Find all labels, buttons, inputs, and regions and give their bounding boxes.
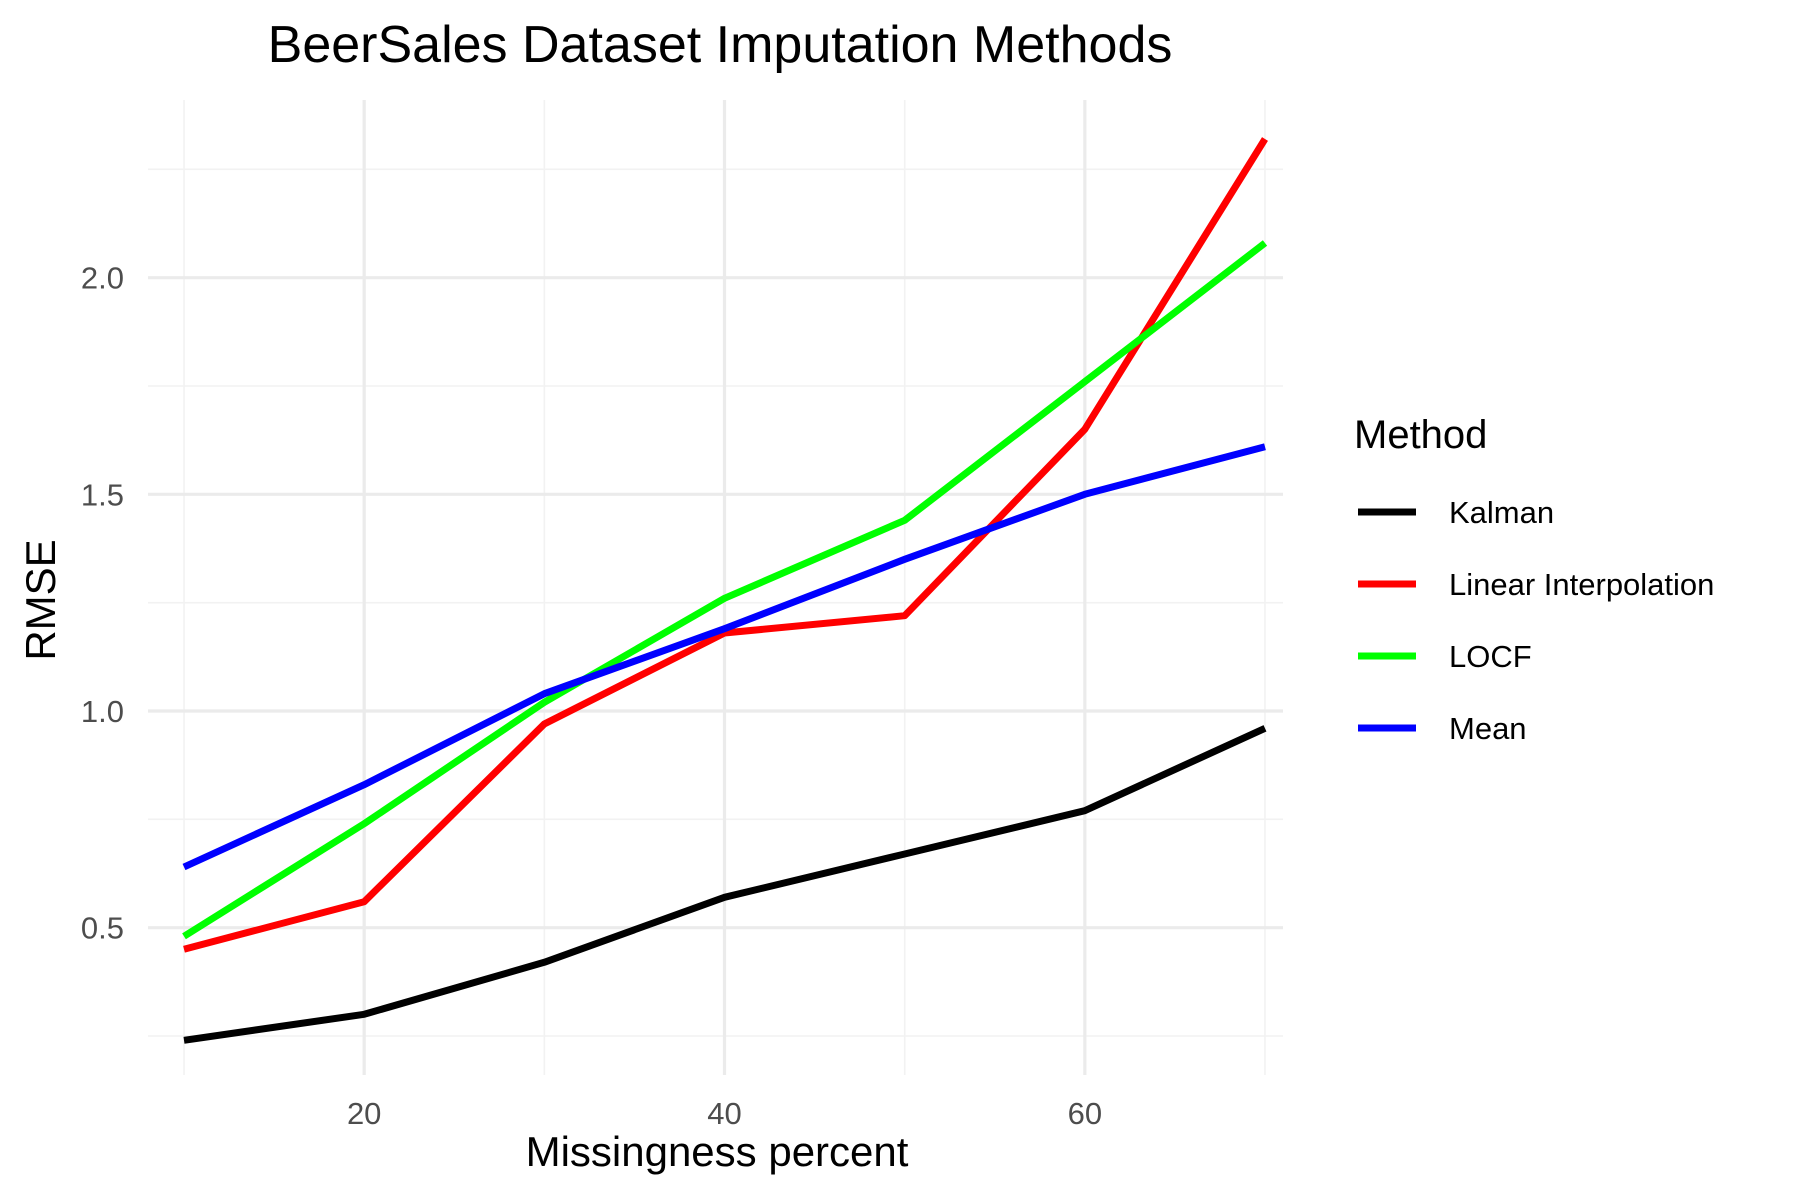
legend-item-mean: Mean (1358, 711, 1527, 746)
y-tick-label: 1.0 (81, 694, 124, 729)
chart-title: BeerSales Dataset Imputation Methods (268, 16, 1173, 74)
legend-item-kalman: Kalman (1358, 495, 1554, 530)
legend-items: Kalman Linear Interpolation LOCF Mean (1358, 495, 1714, 746)
legend-item-locf: LOCF (1358, 639, 1532, 674)
y-axis-title: RMSE (17, 539, 64, 660)
legend: Method Kalman Linear Interpolation LOCF Mea… (1354, 413, 1714, 746)
grid-lines (148, 100, 1283, 1075)
legend-label-mean: Mean (1449, 711, 1527, 746)
legend-label-kalman: Kalman (1449, 495, 1554, 530)
legend-label-locf: LOCF (1449, 639, 1532, 674)
series-line-mean (182, 443, 1266, 871)
x-axis-title: Missingness percent (526, 1128, 909, 1175)
legend-title: Method (1354, 413, 1487, 457)
y-tick-label: 1.5 (81, 477, 124, 512)
y-tick-label: 0.5 (81, 911, 124, 946)
x-tick-label: 40 (707, 1096, 741, 1131)
legend-item-linear-interpolation: Linear Interpolation (1358, 567, 1714, 602)
x-tick-label: 20 (347, 1096, 381, 1131)
legend-label-linear-interpolation: Linear Interpolation (1449, 567, 1714, 602)
series-lines (182, 137, 1268, 1044)
series-line-linear-interpolation (183, 137, 1268, 953)
x-axis-ticks: 20 40 60 (347, 1096, 1102, 1131)
x-tick-label: 60 (1068, 1096, 1102, 1131)
series-line-locf (182, 240, 1268, 940)
y-axis-ticks: 0.5 1.0 1.5 2.0 (81, 261, 124, 946)
y-tick-label: 2.0 (81, 261, 124, 296)
series-line-kalman (183, 725, 1267, 1044)
